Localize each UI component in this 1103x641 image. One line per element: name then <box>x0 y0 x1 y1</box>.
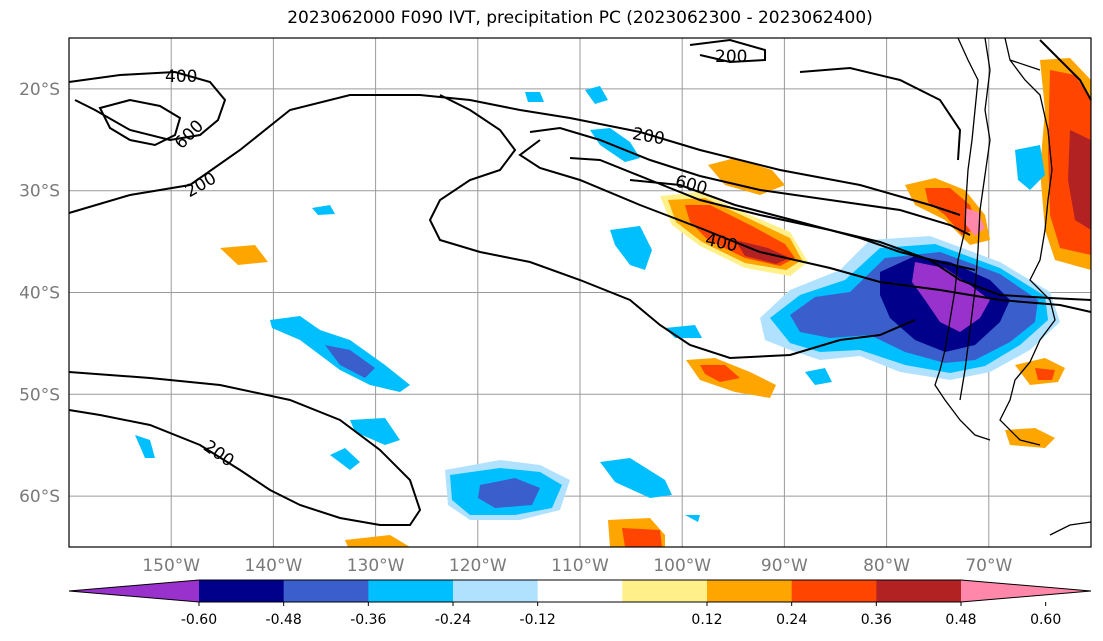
latitude-labels: 20°S 30°S 40°S 50°S 60°S <box>19 80 60 507</box>
longitude-tick-label: 110°W <box>551 556 609 576</box>
colorbar-bin <box>283 580 369 602</box>
ivt-contour <box>68 94 961 216</box>
coastline-segment <box>999 37 1056 446</box>
colorbar-bin <box>707 580 793 602</box>
precip-negative-region <box>600 458 672 498</box>
colorbar-tick-label: 0.24 <box>776 612 807 628</box>
colorbar-tick-label: 0.12 <box>691 612 722 628</box>
precip-positive-region <box>700 365 740 382</box>
contour-label: 400 <box>165 67 197 87</box>
precip-positive-region <box>220 245 268 265</box>
ivt-contours <box>68 38 1092 526</box>
border-line <box>1009 59 1041 71</box>
longitude-tick-label: 120°W <box>449 556 507 576</box>
precip-positive-region <box>1035 368 1055 380</box>
precip-negative-region <box>325 345 375 378</box>
colorbar-tick-label: 0.60 <box>1030 612 1061 628</box>
longitude-tick-label: 90°W <box>761 556 808 576</box>
precip-positive-region <box>345 535 410 547</box>
colorbar-extend-low <box>69 580 199 602</box>
colorbar: -0.60 -0.48 -0.36 -0.24 -0.12 0.12 0.24 0.36 0.4… <box>68 579 1092 628</box>
ivt-contour <box>689 38 766 64</box>
latitude-tick-label: 60°S <box>19 487 60 507</box>
ivt-contour <box>428 94 916 360</box>
precip-positive-region <box>1005 428 1055 448</box>
precip-positive-region <box>708 158 785 195</box>
ivt-contour <box>799 66 962 161</box>
precip-negative-region <box>610 226 652 270</box>
colorbar-bin <box>791 580 877 602</box>
colorbar-tick-label: -0.36 <box>350 612 386 628</box>
longitude-tick-label: 80°W <box>863 556 910 576</box>
precip-negative-region <box>912 262 990 332</box>
colorbar-tick-label: -0.60 <box>181 612 217 628</box>
precip-positive-region <box>622 528 662 547</box>
colorbar-bin <box>622 580 708 602</box>
colorbar-bin <box>368 580 454 602</box>
colorbar-tick-label: 0.36 <box>861 612 892 628</box>
ivt-contour <box>1039 39 1092 101</box>
ivt-contour <box>529 126 971 236</box>
precip-negative-region <box>312 205 335 215</box>
longitude-tick-label: 150°W <box>142 556 200 576</box>
map-title: 2023062000 F090 IVT, precipitation PC (2… <box>287 8 873 28</box>
coastline-segment <box>934 37 991 441</box>
ivt-contour <box>98 98 182 147</box>
precip-positive-region <box>965 208 985 236</box>
colorbar-tick-label: -0.24 <box>435 612 471 628</box>
precip-negative-region <box>478 478 540 508</box>
precip-negative-region <box>135 435 155 458</box>
map-frame <box>68 37 1092 548</box>
graticule <box>69 38 1091 547</box>
colorbar-bin <box>876 580 962 602</box>
longitude-tick-label: 100°W <box>653 556 711 576</box>
latitude-tick-label: 20°S <box>19 80 60 100</box>
precip-negative-region <box>685 515 700 522</box>
latitude-tick-label: 40°S <box>19 284 60 304</box>
precipitation-field <box>135 58 1091 547</box>
colorbar-tick-label: -0.12 <box>520 612 556 628</box>
precip-negative-region <box>805 368 832 385</box>
colorbar-bin <box>537 580 623 602</box>
coastline <box>934 37 1092 536</box>
ivt-contour <box>629 179 976 271</box>
longitude-tick-label: 130°W <box>347 556 405 576</box>
precip-negative-region <box>350 418 400 445</box>
longitude-tick-label: 140°W <box>245 556 303 576</box>
precip-negative-region <box>330 448 360 470</box>
ivt-contour <box>68 70 227 142</box>
contour-label: 200 <box>715 47 747 67</box>
colorbar-bin <box>199 580 285 602</box>
ivt-contour <box>68 371 422 526</box>
ivt-contour <box>518 139 1092 313</box>
longitude-labels: 150°W 140°W 130°W 120°W 110°W 100°W 90°W 80°W 70… <box>142 556 1012 576</box>
border-line <box>959 37 991 401</box>
precip-negative-region <box>1015 145 1045 190</box>
coastline-segment <box>1049 521 1092 536</box>
colorbar-extend-high <box>961 580 1091 602</box>
precip-positive-region <box>1068 130 1091 230</box>
latitude-tick-label: 30°S <box>19 182 60 202</box>
precip-negative-region <box>525 92 544 102</box>
latitude-tick-label: 50°S <box>19 385 60 405</box>
colorbar-tick-label: -0.48 <box>266 612 302 628</box>
precip-negative-region <box>585 86 608 104</box>
colorbar-bin <box>453 580 539 602</box>
colorbar-tick-label: 0.48 <box>945 612 976 628</box>
longitude-tick-label: 70°W <box>965 556 1012 576</box>
